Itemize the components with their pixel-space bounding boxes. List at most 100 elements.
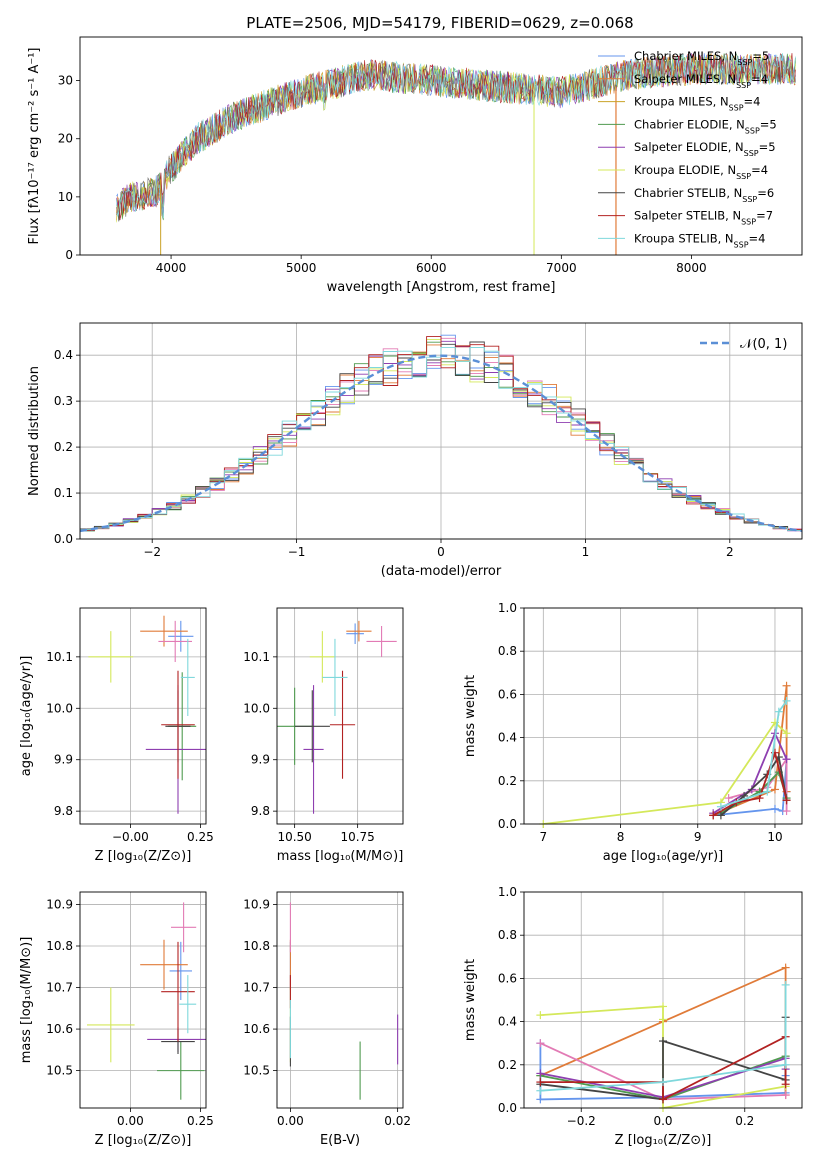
panel-weight-vs-Z: −0.2 0.0 0.2 0.0 0.2 0.4 0.6 0.8 1.0 Z [log₁₀(Z/Z… — [463, 885, 803, 1148]
x-tick-label: 0.2 — [735, 1114, 754, 1128]
panel-residuals: −2 −1 0 1 2 0.0 0.1 0.2 0.3 0.4 (data-model)/error… — [27, 322, 803, 579]
axes-frame — [79, 607, 207, 825]
x-tick-label: −2 — [143, 545, 161, 559]
axes-frame — [276, 891, 404, 1109]
y-tick-label: 0.0 — [54, 532, 73, 546]
x-tick-label: 9 — [694, 830, 702, 844]
y-tick-label: 10.8 — [46, 939, 73, 953]
panel-mass-vs-ebv: 0.00 0.02 10.5 10.6 10.7 10.8 10.9 E(B-V) — [243, 891, 411, 1148]
legend-entry: 𝒩(0, 1) — [740, 337, 787, 352]
y-tick-label: 10.7 — [46, 981, 73, 995]
y-tick-label: 10.9 — [46, 897, 73, 911]
y-tick-label: 10.0 — [46, 701, 73, 715]
weight-line — [712, 685, 788, 817]
x-axis-label: E(B-V) — [320, 1133, 360, 1148]
x-axis-label: Z [log₁₀(Z/Z⊙)] — [95, 849, 192, 864]
legend-entry: Salpeter STELIB, NSSP=7 — [634, 209, 773, 227]
legend: Chabrier MILES, NSSP=5 Salpeter MILES, NS… — [598, 49, 777, 249]
y-tick-label: 0.4 — [54, 348, 73, 362]
x-tick-label: 4000 — [156, 261, 187, 275]
y-tick-label: 10.7 — [243, 981, 270, 995]
y-tick-label: 30 — [58, 74, 73, 88]
weight-line — [720, 700, 788, 808]
x-axis-label: Z [log₁₀(Z/Z⊙)] — [95, 1133, 192, 1148]
panel-weight-vs-age: 7 8 9 10 0.0 0.2 0.4 0.6 0.8 1.0 age [log₁₀(age/yr… — [463, 601, 803, 864]
x-tick-label: 0.25 — [187, 1114, 214, 1128]
y-tick-label: 0.2 — [498, 774, 517, 788]
y-tick-label: 0.1 — [54, 486, 73, 500]
y-tick-label: 10.6 — [46, 1022, 73, 1036]
normal-curve — [80, 354, 802, 533]
y-tick-label: 0.8 — [498, 644, 517, 658]
y-tick-label: 10.5 — [46, 1064, 73, 1078]
y-tick-label: 0.2 — [54, 440, 73, 454]
y-tick-label: 9.8 — [251, 804, 270, 818]
y-axis-label: age [log₁₀(age/yr)] — [19, 656, 34, 777]
x-tick-label: 7 — [539, 830, 547, 844]
weight-line — [712, 731, 788, 814]
y-tick-label: 0.2 — [498, 1058, 517, 1072]
y-tick-label: 20 — [58, 132, 73, 146]
y-tick-label: 9.9 — [251, 753, 270, 767]
y-axis-label: Normed distribution — [27, 366, 42, 496]
y-tick-label: 0.4 — [498, 731, 517, 745]
y-axis-label: mass weight — [463, 675, 478, 757]
panel-mass-vs-Z: 0.00 0.25 10.5 10.6 10.7 10.8 10.9 Z [log₁₀(Z/Z… — [19, 891, 214, 1148]
y-axis-label: mass weight — [463, 959, 478, 1041]
x-tick-label: 2 — [726, 545, 734, 559]
y-axis-label: Flux [fλ10⁻¹⁷ erg cm⁻² s⁻¹ A⁻¹] — [27, 48, 42, 245]
y-tick-label: 10.0 — [243, 701, 270, 715]
x-tick-label: 7000 — [546, 261, 577, 275]
y-tick-label: 0.6 — [498, 687, 517, 701]
y-tick-label: 10.1 — [46, 650, 73, 664]
panel-spectrum: 4000 5000 6000 7000 8000 0 10 20 30 wavelength [A… — [27, 36, 803, 295]
y-tick-label: 0.8 — [498, 928, 517, 942]
legend-entry: Salpeter MILES, NSSP=4 — [634, 72, 768, 90]
y-tick-label: 10.6 — [243, 1022, 270, 1036]
y-tick-label: 9.8 — [54, 804, 73, 818]
y-tick-label: 10.9 — [243, 897, 270, 911]
y-tick-label: 0.3 — [54, 394, 73, 408]
x-tick-label: 0.02 — [384, 1114, 411, 1128]
x-axis-label: age [log₁₀(age/yr)] — [603, 849, 724, 864]
axes-frame — [79, 891, 207, 1109]
legend-entry: Chabrier MILES, NSSP=5 — [634, 49, 769, 67]
x-axis-label: wavelength [Angstrom, rest frame] — [327, 280, 556, 295]
y-tick-label: 1.0 — [498, 601, 517, 615]
spectrum-line — [116, 53, 796, 219]
x-tick-label: 5000 — [286, 261, 317, 275]
y-tick-label: 0.0 — [498, 817, 517, 831]
axes-frame — [523, 891, 803, 1109]
histogram-step — [80, 346, 802, 533]
legend-entry: Kroupa MILES, NSSP=4 — [634, 95, 760, 113]
x-tick-label: 10.75 — [340, 830, 374, 844]
legend-entry: Chabrier ELODIE, NSSP=5 — [634, 117, 777, 135]
legend-entry: Kroupa STELIB, NSSP=4 — [634, 231, 765, 249]
x-tick-label: 1 — [582, 545, 590, 559]
x-axis-label: Z [log₁₀(Z/Z⊙)] — [615, 1133, 712, 1148]
y-axis-label: mass [log₁₀(M/M⊙)] — [19, 937, 34, 1064]
x-tick-label: −0.00 — [112, 830, 149, 844]
legend-entry: Kroupa ELODIE, NSSP=4 — [634, 163, 768, 181]
legend-entry: Chabrier STELIB, NSSP=6 — [634, 186, 774, 204]
y-tick-label: 1.0 — [498, 885, 517, 899]
panel-age-vs-Z: −0.00 0.25 9.8 9.9 10.0 10.1 Z [log₁₀(Z/Z⊙)] ag… — [19, 607, 214, 864]
y-tick-label: 9.9 — [54, 753, 73, 767]
y-tick-label: 0.0 — [498, 1101, 517, 1115]
x-tick-label: −1 — [288, 545, 306, 559]
weight-line — [543, 721, 788, 824]
x-tick-label: 8 — [617, 830, 625, 844]
x-tick-label: 0.25 — [187, 830, 214, 844]
x-tick-label: 0.00 — [117, 1114, 144, 1128]
axes-frame — [79, 322, 803, 540]
x-tick-label: 0 — [437, 545, 445, 559]
x-tick-label: 10.50 — [277, 830, 311, 844]
y-tick-label: 10.5 — [243, 1064, 270, 1078]
y-tick-label: 0.6 — [498, 971, 517, 985]
x-tick-label: 10 — [767, 830, 782, 844]
y-tick-label: 10.1 — [243, 650, 270, 664]
x-tick-label: 0.00 — [277, 1114, 304, 1128]
weight-line — [540, 984, 787, 1092]
y-tick-label: 10.8 — [243, 939, 270, 953]
